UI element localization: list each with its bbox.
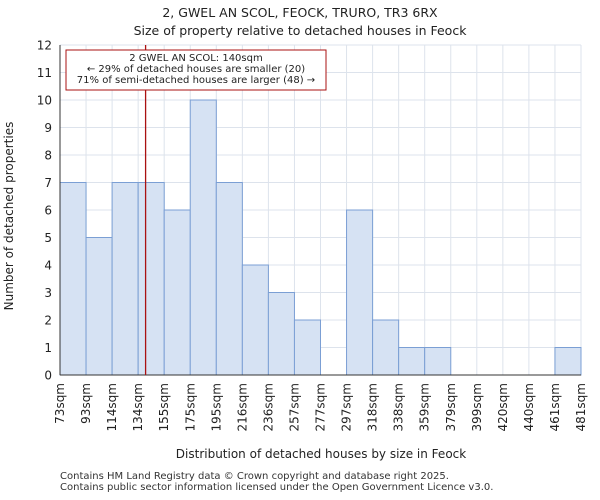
- x-tick-label: 236sqm: [261, 383, 275, 431]
- histogram-bar: [59, 182, 87, 376]
- axes-layer: [59, 45, 581, 376]
- y-tick-label: 12: [37, 39, 52, 53]
- x-tick-label: 175sqm: [183, 383, 197, 431]
- x-tick-label: 93sqm: [79, 383, 93, 424]
- histogram-bar: [293, 319, 322, 376]
- histogram-bar: [85, 237, 113, 376]
- x-tick-label: 338sqm: [392, 383, 406, 431]
- x-tick-label: 195sqm: [209, 383, 223, 431]
- histogram-bar: [554, 347, 582, 376]
- x-tick-label: 399sqm: [470, 383, 484, 431]
- y-tick-label: 5: [44, 231, 52, 245]
- histogram-bar: [189, 99, 217, 376]
- chart-title-block: 2, GWEL AN SCOL, FEOCK, TRURO, TR3 6RX S…: [0, 0, 600, 40]
- y-tick-label: 6: [44, 204, 52, 218]
- histogram-bar: [372, 319, 400, 376]
- x-tick-label: 379sqm: [444, 383, 458, 431]
- x-tick-label: 155sqm: [157, 383, 171, 431]
- x-tick-label: 440sqm: [522, 383, 536, 431]
- x-tick-label: 359sqm: [418, 383, 432, 431]
- y-tick-label: 2: [44, 314, 52, 328]
- x-tick-label: 481sqm: [574, 383, 588, 431]
- footer-line-1: Contains HM Land Registry data © Crown c…: [60, 471, 449, 482]
- x-tick-labels: 73sqm 93sqm 114sqm 134sqm 155sqm 175sqm 195sqm…: [53, 383, 588, 431]
- x-tick-label: 73sqm: [53, 383, 67, 424]
- annotation-line: ← 29% of detached houses are smaller (20…: [87, 64, 305, 75]
- annotation-box: [65, 49, 327, 91]
- y-tick-label: 3: [44, 286, 52, 300]
- marker-layer: 2 GWEL AN SCOL: 140sqm← 29% of detached …: [65, 45, 327, 375]
- x-tick-label: 461sqm: [548, 383, 562, 431]
- y-tick-label: 1: [44, 341, 52, 355]
- x-tick-label: 114sqm: [105, 383, 119, 431]
- chart-title: 2, GWEL AN SCOL, FEOCK, TRURO, TR3 6RX: [162, 5, 438, 20]
- footer-line-2: Contains public sector information licen…: [60, 482, 494, 493]
- x-axis-label: Distribution of detached houses by size …: [176, 447, 466, 461]
- histogram-bar: [111, 182, 139, 376]
- y-tick-label: 9: [44, 121, 52, 135]
- y-tick-label: 10: [37, 94, 52, 108]
- histogram-bar: [267, 292, 295, 376]
- x-tick-label: 318sqm: [366, 383, 380, 431]
- footer: Contains HM Land Registry data © Crown c…: [60, 471, 493, 493]
- x-tick-label: 216sqm: [235, 383, 249, 431]
- x-tick-label: 134sqm: [131, 383, 145, 431]
- y-tick-label: 0: [44, 369, 52, 383]
- annotation-line: 71% of semi-detached houses are larger (…: [77, 75, 315, 86]
- histogram-bar: [424, 347, 452, 376]
- histogram-bar: [163, 209, 191, 376]
- y-tick-label: 11: [37, 66, 52, 80]
- x-tick-label: 277sqm: [314, 383, 328, 431]
- x-tick-label: 297sqm: [340, 383, 354, 431]
- histogram-bar: [137, 182, 165, 376]
- bars-layer: [59, 99, 582, 376]
- histogram-bar: [241, 264, 269, 376]
- y-tick-label: 7: [44, 176, 52, 190]
- chart-subtitle: Size of property relative to detached ho…: [133, 23, 467, 38]
- x-tick-label: 257sqm: [287, 383, 301, 431]
- y-tick-label: 4: [44, 259, 52, 273]
- histogram-bar: [398, 347, 426, 376]
- y-tick-label: 8: [44, 149, 52, 163]
- histogram-bar: [215, 182, 243, 376]
- annotation-line: 2 GWEL AN SCOL: 140sqm: [129, 53, 262, 64]
- histogram-bar: [346, 209, 374, 376]
- x-tick-label: 420sqm: [496, 383, 510, 431]
- y-axis-label: Number of detached properties: [2, 122, 16, 311]
